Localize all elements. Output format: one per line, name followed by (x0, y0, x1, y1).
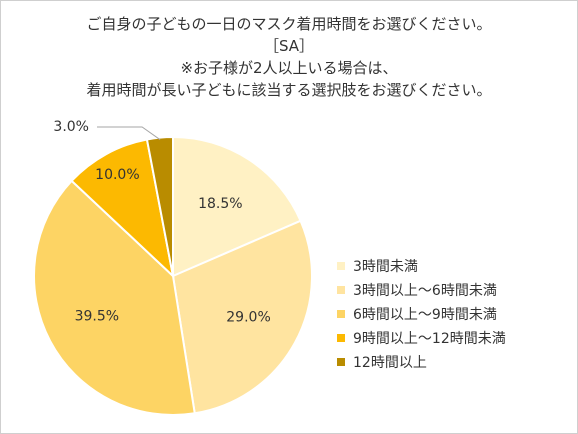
chart-title: ご自身の子どもの一日のマスク着用時間をお選びください。 ［SA］ ※お子様が2人… (1, 13, 577, 101)
data-label-2: 29.0% (226, 310, 270, 326)
legend-item-5: 12時間以上 (337, 350, 506, 374)
pie-slice-2 (171, 219, 313, 415)
data-label-4: 10.0% (95, 167, 139, 183)
chart-title-line-4: 着用時間が長い子どもに該当する選択肢をお選びください。 (86, 81, 492, 99)
legend-label-3: 6時間以上～9時間未満 (353, 307, 497, 323)
chart-title-line-1: ご自身の子どもの一日のマスク着用時間をお選びください。 (86, 15, 492, 33)
chart-title-line-2: ［SA］ (263, 37, 315, 55)
legend-swatch-1 (337, 262, 345, 270)
data-label-1: 18.5% (198, 196, 242, 212)
leader-line-5 (97, 126, 161, 141)
legend-swatch-3 (337, 310, 345, 318)
pie-slice-1 (172, 135, 302, 278)
legend-item-1: 3時間未満 (337, 254, 506, 278)
legend-item-4: 9時間以上～12時間未満 (337, 326, 506, 350)
pie-slice-3 (33, 179, 196, 416)
data-label-5: 3.0% (53, 119, 89, 135)
legend-swatch-4 (337, 334, 345, 342)
pie-slice-5 (145, 135, 174, 277)
legend-item-3: 6時間以上～9時間未満 (337, 302, 506, 326)
legend-item-2: 3時間以上～6時間未満 (337, 278, 506, 302)
legend-label-2: 3時間以上～6時間未満 (353, 283, 497, 299)
legend-label-1: 3時間未満 (353, 259, 418, 275)
legend-swatch-5 (337, 358, 345, 366)
pie-slice-4 (70, 138, 175, 279)
chart-legend: 3時間未満 3時間以上～6時間未満 6時間以上～9時間未満 9時間以上～12時間未満 1… (337, 254, 506, 374)
legend-label-4: 9時間以上～12時間未満 (353, 331, 506, 347)
legend-swatch-2 (337, 286, 345, 294)
data-label-3: 39.5% (75, 308, 119, 324)
chart-title-line-3: ※お子様が2人以上いる場合は、 (180, 59, 398, 77)
legend-label-5: 12時間以上 (353, 355, 427, 371)
